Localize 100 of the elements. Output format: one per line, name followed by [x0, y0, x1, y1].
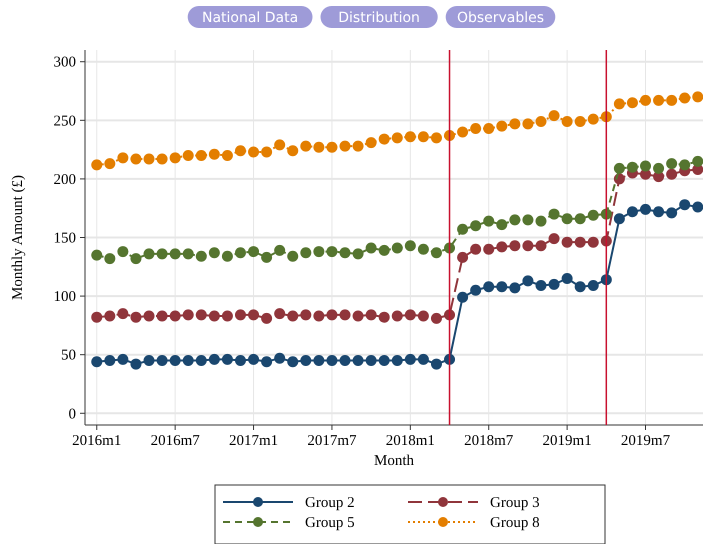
point [196, 250, 207, 262]
point [182, 150, 194, 161]
point [340, 355, 351, 366]
point [679, 159, 690, 170]
point [535, 280, 546, 292]
point [640, 94, 652, 106]
point [418, 310, 429, 322]
point [287, 310, 298, 322]
point [378, 312, 390, 323]
point [104, 158, 116, 170]
point [340, 247, 351, 258]
x-tick-label: 2018m7 [464, 433, 514, 449]
point [104, 253, 116, 264]
point [548, 278, 560, 290]
point [588, 236, 599, 248]
point [496, 219, 508, 230]
point [156, 153, 168, 164]
point [313, 142, 324, 153]
y-axis-title: Monthly Amount (£) [10, 174, 26, 300]
point [144, 355, 155, 366]
point [234, 247, 246, 258]
point [548, 110, 560, 122]
point [170, 152, 181, 164]
point [91, 356, 102, 368]
point [522, 118, 534, 130]
point [130, 253, 142, 264]
y-tick-label: 0 [68, 406, 76, 422]
point [104, 355, 116, 366]
point [496, 281, 508, 292]
point [522, 240, 534, 252]
point [352, 355, 364, 366]
point [196, 150, 207, 161]
point [222, 310, 233, 322]
point [548, 208, 560, 220]
point [326, 309, 338, 320]
point [430, 247, 442, 258]
x-tick-label: 2017m7 [307, 433, 358, 449]
point [666, 94, 678, 106]
point [404, 354, 416, 365]
point [588, 114, 599, 125]
x-tick-label: 2018m1 [386, 433, 435, 449]
point [182, 248, 194, 260]
point [496, 241, 508, 252]
point [144, 310, 155, 322]
point [326, 142, 338, 153]
point [614, 162, 625, 174]
point [692, 156, 703, 167]
point [261, 146, 272, 158]
point [418, 244, 429, 255]
point [404, 309, 416, 320]
point [340, 140, 351, 152]
point [509, 282, 520, 294]
point [457, 252, 468, 263]
point [509, 240, 520, 252]
point [287, 356, 298, 368]
point [366, 355, 377, 366]
point [208, 148, 220, 160]
y-tick-label: 300 [54, 54, 76, 71]
point [300, 140, 312, 152]
point [418, 354, 429, 365]
point [144, 153, 155, 164]
point [366, 309, 377, 320]
point [378, 355, 390, 366]
point [274, 139, 286, 150]
text: Observables [456, 10, 544, 26]
legend-label: Group 8 [490, 515, 540, 531]
point [313, 310, 324, 322]
point [156, 355, 168, 366]
point [483, 281, 494, 292]
point [457, 224, 468, 235]
point [91, 312, 102, 323]
point [666, 207, 678, 218]
point [300, 355, 312, 366]
point [352, 248, 364, 260]
point [692, 91, 703, 102]
point [535, 216, 546, 227]
point [300, 309, 312, 320]
point [222, 354, 233, 365]
point [326, 246, 338, 258]
x-tick-label: 2016m7 [150, 433, 200, 449]
point [418, 131, 429, 142]
point [470, 123, 482, 134]
point [392, 242, 403, 254]
point [640, 204, 652, 215]
point [274, 352, 286, 364]
point [300, 247, 312, 258]
point [483, 123, 494, 134]
point [130, 153, 142, 164]
point [470, 244, 482, 255]
point [562, 213, 573, 224]
point [130, 358, 142, 370]
point [483, 216, 494, 227]
point [248, 146, 260, 158]
point [274, 244, 286, 256]
legend-label: Group 3 [490, 495, 540, 511]
point [248, 354, 260, 365]
point [679, 92, 690, 104]
point [457, 126, 468, 138]
point [170, 310, 181, 322]
point [234, 309, 246, 320]
